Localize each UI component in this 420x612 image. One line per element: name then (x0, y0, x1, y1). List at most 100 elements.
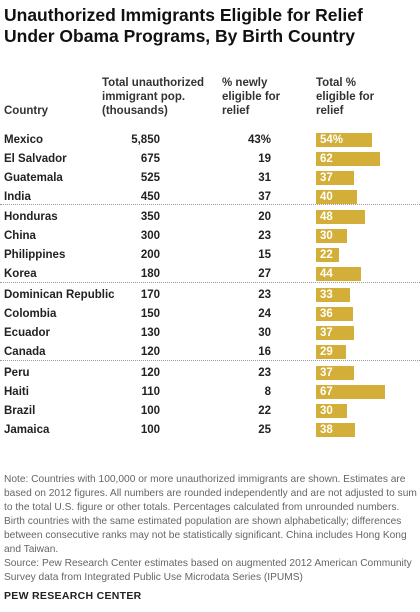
total-eligible-bar (316, 267, 362, 281)
country-name: Dominican Republic (4, 289, 115, 301)
total-eligible-label: 30 (320, 230, 333, 242)
table-row: Philippines 200 15 22 (0, 246, 420, 265)
table-row: Dominican Republic 170 23 33 (0, 286, 420, 305)
country-name: Mexico (4, 134, 43, 146)
group-separator (0, 360, 420, 361)
population-value: 110 (141, 386, 160, 398)
country-name: El Salvador (4, 153, 67, 165)
population-value: 180 (140, 268, 160, 280)
brand-credit: PEW RESEARCH CENTER (4, 590, 142, 602)
table-row: Ecuador 130 30 37 (0, 324, 420, 343)
total-eligible-label: 44 (320, 268, 333, 280)
table-row: China 300 23 30 (0, 227, 420, 246)
group-separator (0, 204, 420, 205)
table-row: Guatemala 525 31 37 (0, 169, 420, 188)
total-eligible-bar (316, 190, 358, 204)
newly-eligible-value: 23 (258, 289, 271, 301)
population-value: 525 (140, 172, 160, 184)
country-name: Colombia (4, 308, 57, 320)
country-name: Brazil (4, 405, 36, 417)
newly-eligible-value: 24 (258, 308, 271, 320)
table-row: Honduras 350 20 48 (0, 208, 420, 227)
country-name: Ecuador (4, 327, 51, 339)
total-eligible-bar (316, 210, 366, 224)
country-name: Peru (4, 367, 30, 379)
total-eligible-label: 36 (320, 308, 333, 320)
table-row: Mexico 5,850 43% 54% (0, 131, 420, 150)
population-value: 300 (140, 230, 160, 242)
table-row: Jamaica 100 25 38 (0, 421, 420, 440)
total-eligible-label: 38 (320, 424, 333, 436)
newly-eligible-value: 30 (258, 327, 271, 339)
table-row: El Salvador 675 19 62 (0, 150, 420, 169)
total-eligible-label: 37 (320, 172, 333, 184)
total-eligible-label: 30 (320, 405, 333, 417)
country-name: Guatemala (4, 172, 63, 184)
total-eligible-label: 22 (320, 249, 333, 261)
newly-eligible-value: 23 (258, 230, 271, 242)
country-name: Korea (4, 268, 37, 280)
total-eligible-label: 40 (320, 191, 333, 203)
total-eligible-label: 54% (320, 134, 344, 146)
population-value: 130 (140, 327, 160, 339)
country-name: Honduras (4, 211, 58, 223)
country-name: Canada (4, 346, 46, 358)
chart-title: Unauthorized Immigrants Eligible for Rel… (4, 5, 363, 46)
total-eligible-bar (316, 307, 354, 321)
table-row: Canada 120 16 29 (0, 343, 420, 362)
table-row: India 450 37 40 (0, 188, 420, 207)
newly-eligible-value: 37 (258, 191, 271, 203)
population-value: 120 (140, 346, 160, 358)
population-value: 200 (140, 249, 160, 261)
total-eligible-bar (316, 326, 355, 340)
total-eligible-bar (316, 152, 380, 166)
newly-eligible-value: 16 (258, 346, 271, 358)
total-eligible-label: 48 (320, 211, 333, 223)
newly-eligible-value: 22 (258, 405, 271, 417)
total-eligible-label: 29 (320, 346, 333, 358)
column-header-total-eligible: Total % eligible for relief (316, 77, 375, 117)
population-value: 100 (140, 405, 160, 417)
total-eligible-label: 37 (320, 327, 333, 339)
country-name: Philippines (4, 249, 66, 261)
population-value: 120 (140, 367, 160, 379)
newly-eligible-value: 8 (264, 386, 271, 398)
newly-eligible-value: 27 (258, 268, 271, 280)
country-name: Jamaica (4, 424, 50, 436)
total-eligible-bar (316, 171, 355, 185)
table-row: Peru 120 23 37 (0, 364, 420, 383)
newly-eligible-value: 15 (258, 249, 271, 261)
newly-eligible-value: 31 (258, 172, 271, 184)
country-name: China (4, 230, 36, 242)
group-separator (0, 282, 420, 283)
population-value: 150 (140, 308, 160, 320)
population-value: 170 (140, 289, 160, 301)
total-eligible-bar (316, 248, 339, 262)
source-text: Source: Pew Research Center estimates ba… (4, 558, 412, 583)
table-row: Korea 180 27 44 (0, 265, 420, 284)
note-text: Note: Countries with 100,000 or more una… (4, 474, 417, 555)
table-row: Colombia 150 24 36 (0, 305, 420, 324)
total-eligible-bar (316, 288, 350, 302)
table-row: Haiti 110 8 67 (0, 383, 420, 402)
total-eligible-bar (316, 385, 385, 399)
country-name: India (4, 191, 31, 203)
newly-eligible-value: 19 (258, 153, 271, 165)
total-eligible-bar (316, 366, 355, 380)
population-value: 675 (140, 153, 160, 165)
total-eligible-label: 62 (320, 153, 333, 165)
total-eligible-label: 37 (320, 367, 333, 379)
total-eligible-label: 67 (320, 386, 333, 398)
total-eligible-bar (316, 229, 347, 243)
total-eligible-bar (316, 133, 372, 147)
newly-eligible-value: 23 (258, 367, 271, 379)
newly-eligible-value: 43% (247, 134, 271, 146)
population-value: 350 (140, 211, 160, 223)
population-value: 450 (140, 191, 160, 203)
population-value: 100 (140, 424, 160, 436)
population-value: 5,850 (131, 134, 160, 146)
total-eligible-label: 33 (320, 289, 333, 301)
table-row: Brazil 100 22 30 (0, 402, 420, 421)
column-header-population: Total unauthorized immigrant pop. (thous… (102, 77, 205, 117)
column-header-country: Country (4, 105, 49, 117)
